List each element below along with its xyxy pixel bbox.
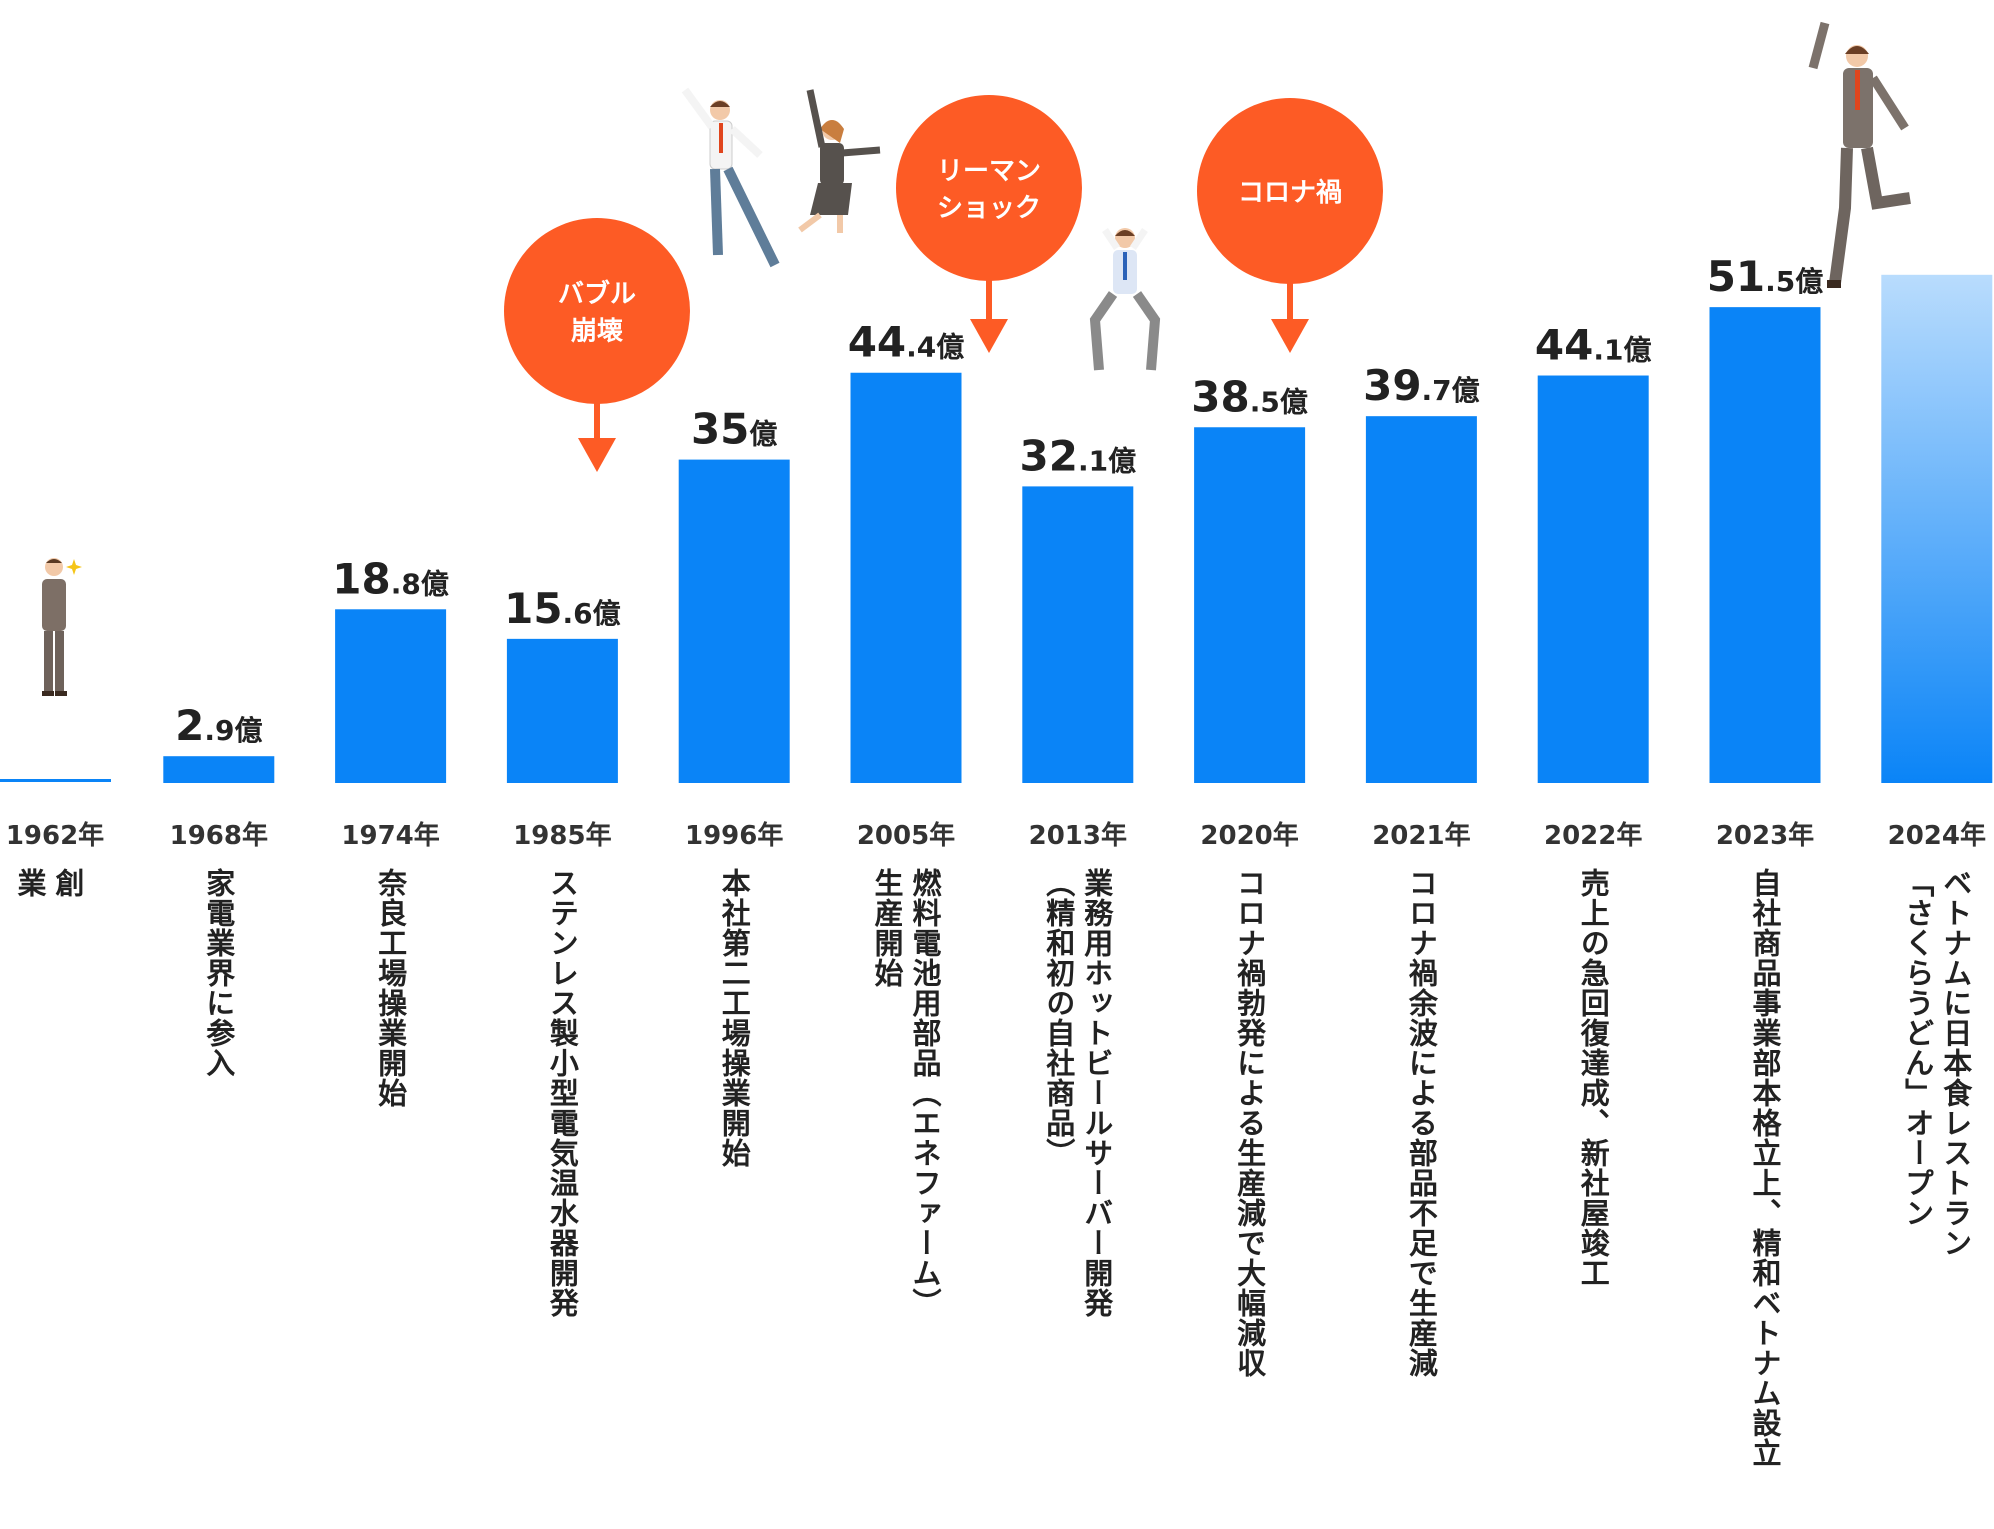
value-label-1974年: 18.8億 <box>332 554 449 603</box>
year-label-2024年: 2024年 <box>1888 820 1986 851</box>
bar-2020年 <box>1194 427 1306 783</box>
event-1996年: 本社第二工場操業開始 <box>717 868 752 1168</box>
value-label-2021年: 39.7億 <box>1363 361 1480 410</box>
event-2020年: コロナ禍勃発による生産減で大幅減収 <box>1232 868 1267 1378</box>
event-2013年: 業務用ホットビールサーバー開発 （精和初の自社商品） <box>1041 868 1114 1318</box>
bar-2013年 <box>1022 486 1134 783</box>
value-label-2005年: 44.4億 <box>848 318 965 367</box>
callout-text: バブル <box>558 279 636 310</box>
event-2024年: ベトナムに日本食レストラン 「さくらうどん」オープン <box>1900 868 1973 1258</box>
year-label-2023年: 2023年 <box>1716 820 1814 851</box>
jumping-businessman-illustration <box>1808 21 1911 288</box>
value-label-1968年: 2.9億 <box>175 701 262 750</box>
callout-text: リーマン <box>937 157 1041 187</box>
value-label-2013年: 32.1億 <box>1020 431 1137 480</box>
bar-2023年 <box>1709 307 1821 783</box>
year-label-1985年: 1985年 <box>513 820 611 851</box>
event-1968年: 家電業界に参入 <box>201 868 236 1078</box>
value-label-2022年: 44.1億 <box>1535 321 1652 370</box>
bar-2005年 <box>850 372 962 783</box>
event-2022年: 売上の急回復達成、新社屋竣工 <box>1576 868 1611 1288</box>
bar-1985年 <box>506 638 618 783</box>
bars-layer <box>0 274 1993 783</box>
bar-2022年 <box>1537 375 1649 783</box>
callout-text: ショック <box>937 194 1041 224</box>
bar-1968年 <box>163 756 275 783</box>
year-label-1974年: 1974年 <box>341 820 439 851</box>
jumping-couple-illustration <box>681 87 881 268</box>
year-label-2021年: 2021年 <box>1372 820 1470 851</box>
year-label-1962年: 1962年 <box>6 820 104 851</box>
businessman-standing-illustration <box>42 558 82 696</box>
year-label-1996年: 1996年 <box>685 820 783 851</box>
year-label-1968年: 1968年 <box>170 820 268 851</box>
bar-1996年 <box>678 459 790 783</box>
bar-2021年 <box>1365 416 1477 783</box>
year-label-2005年: 2005年 <box>857 820 955 851</box>
callout-text: 崩壊 <box>571 317 623 347</box>
value-label-1996年: 35億 <box>691 405 777 454</box>
event-2005年: 燃料電池用部品（エネファーム） 生産開始 <box>870 868 942 1318</box>
callout-コロナ禍: コロナ禍 <box>1197 98 1383 353</box>
bar-1962年 <box>0 779 111 782</box>
value-label-2023年: 51.5億 <box>1707 252 1824 301</box>
event-1974年: 奈良工場操業開始 <box>373 868 408 1108</box>
year-labels-layer: 1962年 1968年 1974年 1985年 1996年 2005年 2013年 2020年… <box>6 820 1986 851</box>
event-2023年: 自社商品事業部本格立上、精和ベトナム設立 <box>1748 868 1782 1468</box>
value-label-1985年: 15.6億 <box>504 584 621 633</box>
event-1985年: ステンレス製小型電気温水器開発 <box>545 868 580 1318</box>
callout-text: コロナ禍 <box>1238 178 1342 208</box>
year-label-2013年: 2013年 <box>1029 820 1127 851</box>
value-label-2020年: 38.5億 <box>1191 372 1308 421</box>
value-labels-layer: 2.9億 18.8億 15.6億 35億 44.4億 32.1億 38.5億 39.7億 44.… <box>175 252 1823 750</box>
event-1962年: 創 業 <box>13 868 85 917</box>
event-2021年: コロナ禍余波による部品不足で生産減 <box>1404 868 1439 1378</box>
stressed-man-illustration <box>1089 228 1161 371</box>
bar-2024年 <box>1881 274 1993 783</box>
year-label-2022年: 2022年 <box>1544 820 1642 851</box>
year-label-2020年: 2020年 <box>1200 820 1298 851</box>
bar-1974年 <box>335 609 447 783</box>
